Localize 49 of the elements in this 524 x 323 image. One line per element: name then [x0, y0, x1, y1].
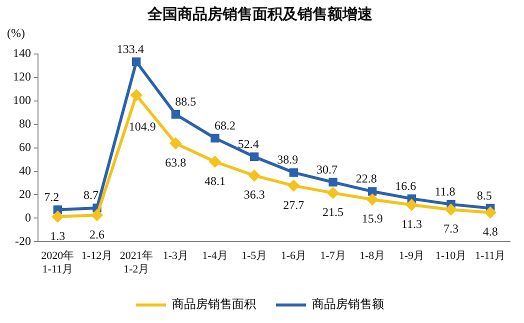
data-label: 22.8	[356, 172, 377, 186]
data-label: 1.3	[50, 228, 66, 243]
x-tick-label: 1-6月	[280, 250, 307, 262]
x-tick-label: 2021年 1-2月	[120, 250, 153, 276]
x-tick-label: 1-3月	[162, 250, 189, 262]
data-label: 15.9	[362, 212, 383, 226]
data-label: 63.8	[165, 156, 186, 170]
x-tick-label: 1-8月	[359, 250, 386, 262]
data-label: 21.5	[322, 205, 344, 220]
data-label: 7.3	[444, 222, 458, 236]
data-label: 104.9	[128, 119, 156, 134]
data-label: 16.6	[395, 178, 416, 193]
data-label: 30.7	[316, 162, 338, 176]
data-label: 8.7	[84, 188, 98, 202]
x-tick-label: 1-7月	[320, 250, 346, 262]
y-tick-label: 140	[13, 46, 31, 60]
data-label: 52.4	[238, 136, 259, 151]
legend-label: 商品房销售面积	[172, 297, 256, 312]
data-label: 8.5	[476, 188, 492, 202]
data-label: 48.1	[204, 174, 226, 188]
x-tick-label: 1-9月	[398, 250, 425, 262]
y-tick-label: 0	[25, 210, 31, 224]
data-label: 88.5	[175, 94, 196, 109]
y-tick-label: 20	[19, 186, 31, 201]
data-label: 2.6	[90, 227, 104, 242]
data-label: 4.8	[482, 224, 498, 239]
x-tick-label: 1-5月	[241, 250, 268, 262]
y-tick-label: 60	[19, 140, 31, 154]
data-label: 7.2	[44, 190, 60, 204]
legend-label: 商品房销售额	[312, 297, 384, 312]
x-tick-label: 1-4月	[202, 250, 228, 262]
data-label: 38.9	[277, 152, 298, 167]
y-tick-label: 40	[19, 163, 31, 178]
data-label: 36.3	[244, 188, 265, 202]
y-tick-label: 80	[19, 116, 31, 131]
y-tick-label: 100	[13, 93, 31, 108]
y-tick-label: 120	[13, 70, 31, 84]
x-tick-label: 1-10月	[435, 250, 467, 262]
y-tick-label: -20	[15, 234, 31, 248]
chart-title: 全国商品房销售面积及销售额增速	[146, 4, 374, 23]
data-label: 11.8	[434, 184, 456, 198]
data-label: 11.3	[401, 217, 422, 232]
y-axis-title: (%)	[7, 26, 25, 40]
data-label: 133.4	[116, 42, 144, 56]
x-tick-label: 1-11月	[474, 250, 506, 262]
x-tick-label: 1-12月	[81, 250, 113, 262]
data-label: 68.2	[214, 118, 236, 132]
data-label: 27.7	[283, 198, 304, 212]
x-tick-label: 2020年 1-11月	[41, 250, 74, 276]
